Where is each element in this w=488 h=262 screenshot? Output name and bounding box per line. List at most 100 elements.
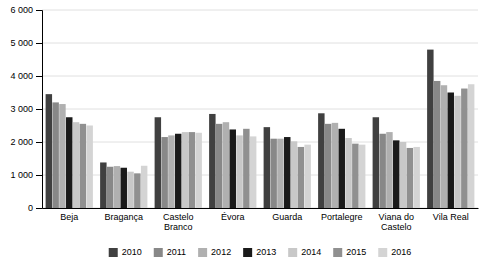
legend-item: 2012 [198, 247, 231, 257]
bar-series [73, 96, 461, 208]
legend-label: 2011 [167, 247, 186, 257]
bar [359, 145, 365, 208]
grid [42, 10, 478, 208]
tick-label: 5 000 [10, 38, 33, 48]
tick-mark [36, 175, 42, 176]
legend-item: 2015 [333, 247, 366, 257]
grid-line [42, 43, 478, 44]
legend-item: 2014 [288, 247, 321, 257]
x-tick: Beja [60, 212, 78, 222]
bar [100, 162, 106, 208]
bar [298, 147, 304, 208]
tick-label: Viana doCastelo [379, 212, 414, 232]
axis-line [43, 208, 479, 209]
bar [86, 126, 92, 209]
bar [468, 84, 474, 208]
legend-label: 2015 [346, 247, 366, 257]
y-tick: 5 000 [10, 38, 42, 48]
legend-item: 2013 [243, 247, 276, 257]
bar [250, 136, 256, 208]
bar [155, 117, 161, 208]
bar [195, 133, 201, 208]
grid-line [42, 142, 478, 143]
tick-label: 1 000 [10, 170, 33, 180]
bar [223, 122, 229, 208]
bar [413, 147, 419, 208]
tick-mark [36, 109, 42, 110]
y-tick: 3 000 [10, 104, 42, 114]
legend-swatch [288, 248, 297, 257]
bar [52, 102, 58, 208]
bar [107, 167, 113, 208]
bar [407, 148, 413, 208]
bar [386, 132, 392, 208]
tick-label: Guarda [272, 212, 302, 222]
bar [59, 104, 65, 208]
legend-swatch [198, 248, 207, 257]
bar-series [52, 81, 440, 208]
bar [448, 93, 454, 209]
bar [454, 96, 460, 208]
tick-mark [36, 208, 42, 209]
legend-item: 2011 [154, 247, 186, 257]
bar [379, 134, 385, 208]
axis-line [36, 11, 43, 209]
bar [441, 85, 447, 208]
tick-label: 4 000 [10, 71, 33, 81]
x-tick: CasteloBranco [163, 212, 194, 232]
bar [393, 140, 399, 208]
bar-series [86, 84, 474, 208]
bar [427, 50, 433, 208]
tick-label: 3 000 [10, 104, 33, 114]
bar [46, 94, 52, 208]
bar [318, 113, 324, 208]
bar [66, 117, 72, 208]
y-tick: 0 [28, 203, 42, 213]
tick-label: Portalegre [321, 212, 363, 222]
bar [73, 122, 79, 208]
y-tick: 4 000 [10, 71, 42, 81]
tick-label: Évora [221, 212, 245, 222]
x-tick: Viana doCastelo [379, 212, 414, 232]
tick-mark [36, 43, 42, 44]
bar [161, 137, 167, 208]
bar [284, 137, 290, 208]
bar [277, 139, 283, 208]
legend: 2010 2011 2012 2013 2014 2015 2016 [109, 247, 412, 257]
bar [352, 144, 358, 208]
legend-swatch [109, 248, 118, 257]
bar [168, 135, 174, 208]
bar [175, 134, 181, 208]
legend-label: 2012 [211, 247, 231, 257]
tick-label: 6 000 [10, 5, 33, 15]
bar [400, 142, 406, 208]
grid-line [42, 10, 478, 11]
y-tick: 1 000 [10, 170, 42, 180]
bar [182, 132, 188, 208]
bar [264, 127, 270, 208]
bar [291, 141, 297, 208]
legend-swatch [154, 248, 163, 257]
tick-label: Vila Real [433, 212, 469, 222]
bar-series [46, 50, 434, 208]
legend-swatch [378, 248, 387, 257]
tick-label: Bragança [104, 212, 143, 222]
bar [345, 138, 351, 208]
legend-label: 2010 [122, 247, 142, 257]
tick-mark [36, 76, 42, 77]
bar [434, 81, 440, 208]
bar [134, 173, 140, 208]
bar [461, 89, 467, 208]
x-tick: Portalegre [321, 212, 363, 222]
bar [270, 139, 276, 208]
tick-mark [36, 10, 42, 11]
legend-item: 2010 [109, 247, 142, 257]
x-tick: Évora [221, 212, 245, 222]
bar-series [66, 93, 454, 209]
y-tick: 6 000 [10, 5, 42, 15]
bar [121, 168, 127, 208]
bar [243, 129, 249, 208]
x-tick: Guarda [272, 212, 302, 222]
legend-item: 2016 [378, 247, 411, 257]
bar [141, 166, 147, 208]
